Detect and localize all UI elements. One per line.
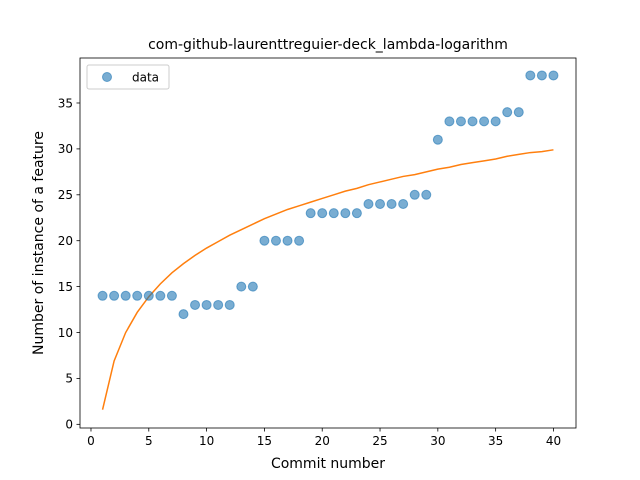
legend-box bbox=[86, 64, 170, 90]
y-tick-label: 0 bbox=[65, 418, 73, 432]
data-point bbox=[409, 189, 420, 200]
data-point bbox=[398, 198, 409, 209]
data-point bbox=[236, 281, 247, 292]
chart-title: com-github-laurenttreguier-deck_lambda-l… bbox=[148, 37, 508, 53]
data-point bbox=[317, 208, 328, 219]
data-point bbox=[224, 299, 235, 310]
data-point bbox=[259, 235, 270, 246]
data-point bbox=[444, 116, 455, 127]
data-point bbox=[109, 290, 120, 301]
data-point bbox=[432, 134, 443, 145]
data-point bbox=[120, 290, 131, 301]
data-point bbox=[190, 299, 201, 310]
legend-label-data: data bbox=[132, 71, 159, 85]
legend: data bbox=[86, 64, 170, 90]
data-point bbox=[143, 290, 154, 301]
data-point bbox=[340, 208, 351, 219]
data-point bbox=[282, 235, 293, 246]
data-point bbox=[166, 290, 177, 301]
y-tick-label: 10 bbox=[58, 326, 73, 340]
plot-area bbox=[97, 70, 559, 410]
x-axis-label: Commit number bbox=[271, 456, 385, 472]
x-tick-label: 15 bbox=[257, 434, 272, 448]
data-point bbox=[178, 309, 189, 320]
y-tick-label: 5 bbox=[65, 372, 73, 386]
data-point bbox=[97, 290, 108, 301]
data-point bbox=[479, 116, 490, 127]
data-point bbox=[294, 235, 305, 246]
data-point bbox=[247, 281, 258, 292]
data-point bbox=[375, 198, 386, 209]
data-point bbox=[525, 70, 536, 81]
data-point bbox=[305, 208, 316, 219]
data-point bbox=[386, 198, 397, 209]
data-point bbox=[467, 116, 478, 127]
data-point bbox=[455, 116, 466, 127]
x-tick-label: 20 bbox=[315, 434, 330, 448]
data-point bbox=[213, 299, 224, 310]
axes-frame bbox=[79, 57, 577, 429]
data-point bbox=[421, 189, 432, 200]
x-tick-label: 30 bbox=[430, 434, 445, 448]
data-point bbox=[548, 70, 559, 81]
y-tick-label: 25 bbox=[58, 188, 73, 202]
y-tick-label: 20 bbox=[58, 234, 73, 248]
x-tick-label: 25 bbox=[372, 434, 387, 448]
x-tick-label: 40 bbox=[546, 434, 561, 448]
data-point bbox=[351, 208, 362, 219]
data-point bbox=[201, 299, 212, 310]
x-tick-label: 35 bbox=[488, 434, 503, 448]
x-tick-label: 0 bbox=[87, 434, 95, 448]
data-point bbox=[513, 107, 524, 118]
data-point bbox=[132, 290, 143, 301]
data-point bbox=[490, 116, 501, 127]
x-tick-label: 5 bbox=[145, 434, 153, 448]
axis-ticks: 0 5 10 15 20 25 30 35 40 0 5 10 15 20 25 30 35 bbox=[58, 96, 561, 448]
y-tick-label: 35 bbox=[58, 96, 73, 110]
data-point bbox=[270, 235, 281, 246]
data-point bbox=[536, 70, 547, 81]
legend-marker-data bbox=[102, 72, 112, 82]
y-tick-label: 15 bbox=[58, 280, 73, 294]
data-point bbox=[363, 198, 374, 209]
data-point bbox=[502, 107, 513, 118]
data-point bbox=[328, 208, 339, 219]
x-tick-label: 10 bbox=[199, 434, 214, 448]
y-axis-label: Number of instance of a feature bbox=[31, 131, 47, 355]
fit-line bbox=[101, 149, 554, 410]
data-point bbox=[155, 290, 166, 301]
y-tick-label: 30 bbox=[58, 142, 73, 156]
